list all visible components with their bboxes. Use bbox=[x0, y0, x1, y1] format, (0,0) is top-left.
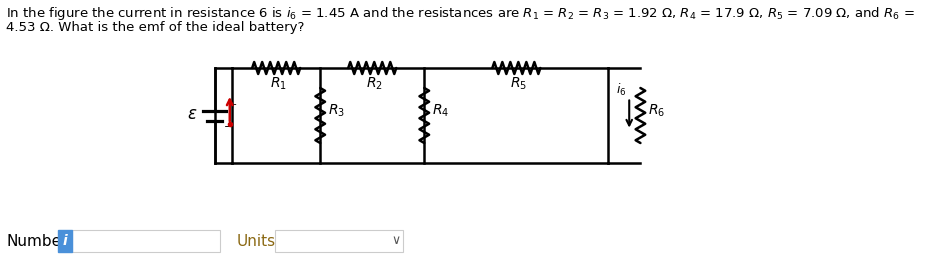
Text: $i_6$: $i_6$ bbox=[616, 82, 627, 98]
Text: $R_6$: $R_6$ bbox=[649, 102, 666, 119]
Text: $R_3$: $R_3$ bbox=[329, 102, 346, 119]
Text: i: i bbox=[63, 234, 68, 248]
Text: $R_2$: $R_2$ bbox=[366, 76, 383, 92]
Text: Units: Units bbox=[237, 234, 275, 249]
Text: $R_1$: $R_1$ bbox=[270, 76, 287, 92]
Text: ∨: ∨ bbox=[392, 235, 401, 247]
Text: −: − bbox=[223, 122, 233, 132]
Text: $R_5$: $R_5$ bbox=[510, 76, 528, 92]
Text: +: + bbox=[227, 100, 237, 110]
Text: Number: Number bbox=[7, 234, 68, 249]
Bar bbox=[57, 230, 72, 252]
Bar bbox=[72, 230, 220, 252]
Text: In the figure the current in resistance 6 is $i_6$ = 1.45 A and the resistances : In the figure the current in resistance … bbox=[7, 5, 916, 22]
Text: 4.53 Ω. What is the emf of the ideal battery?: 4.53 Ω. What is the emf of the ideal bat… bbox=[7, 21, 305, 34]
Text: $R_4$: $R_4$ bbox=[432, 102, 450, 119]
Text: $\varepsilon$: $\varepsilon$ bbox=[187, 105, 197, 123]
Bar bbox=[274, 230, 403, 252]
